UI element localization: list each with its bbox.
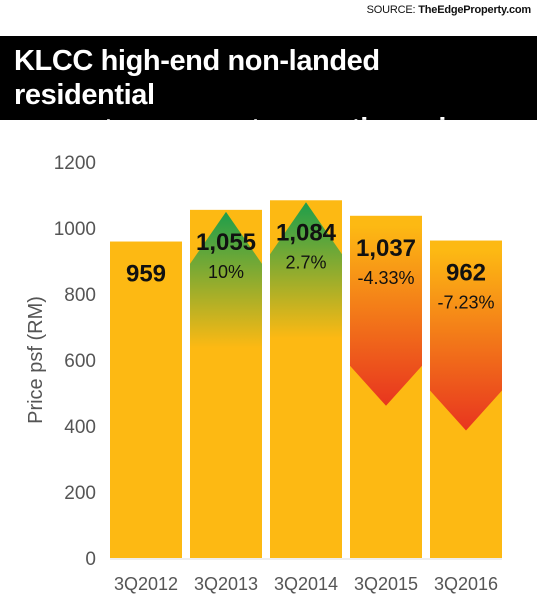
arrow-down-icon [350, 225, 422, 406]
arrow-up-icon [270, 202, 342, 339]
x-tick-label: 3Q2012 [114, 574, 178, 594]
change-percent-label: -7.23% [437, 293, 494, 313]
change-percent-label: 2.7% [285, 252, 326, 272]
data-value-label: 1,037 [356, 235, 416, 262]
data-value-label: 1,055 [196, 229, 256, 256]
arrow-up-icon [190, 211, 262, 348]
y-tick-label: 0 [85, 549, 96, 570]
y-axis-title: Price psf (RM) [25, 296, 47, 424]
x-tick-label: 3Q2015 [354, 574, 418, 594]
arrow-down-icon [430, 250, 502, 431]
source-credit: SOURCE: TheEdgeProperty.com [366, 4, 532, 16]
chart-title-line-1: KLCC high-end non-landed residential [14, 45, 380, 111]
chart-title-banner: KLCC high-end non-landed residential pro… [0, 36, 537, 145]
y-tick-label: 400 [64, 417, 96, 438]
y-tick-label: 600 [64, 351, 96, 372]
data-value-label: 1,084 [276, 219, 337, 246]
change-percent-label: 10% [208, 262, 244, 282]
chart-title-line-2: property average transaction price [14, 113, 478, 145]
y-tick-label: 200 [64, 483, 96, 504]
x-tick-label: 3Q2013 [194, 574, 258, 594]
change-percent-label: -4.33% [357, 268, 414, 288]
source-label: SOURCE: [366, 4, 416, 16]
bar-chart: 0 200 400 600 800 1000 1200 959 3Q2012 1,055 10% 3… [25, 153, 502, 594]
x-tick-label: 3Q2016 [434, 574, 498, 594]
data-value-label: 962 [446, 260, 486, 287]
data-value-label: 959 [126, 261, 166, 288]
source-name: TheEdgeProperty.com [418, 4, 531, 16]
bar [110, 241, 182, 558]
y-tick-label: 800 [64, 285, 96, 306]
y-tick-label: 1200 [54, 153, 96, 174]
x-tick-label: 3Q2014 [274, 574, 338, 594]
y-tick-label: 1000 [54, 219, 96, 240]
